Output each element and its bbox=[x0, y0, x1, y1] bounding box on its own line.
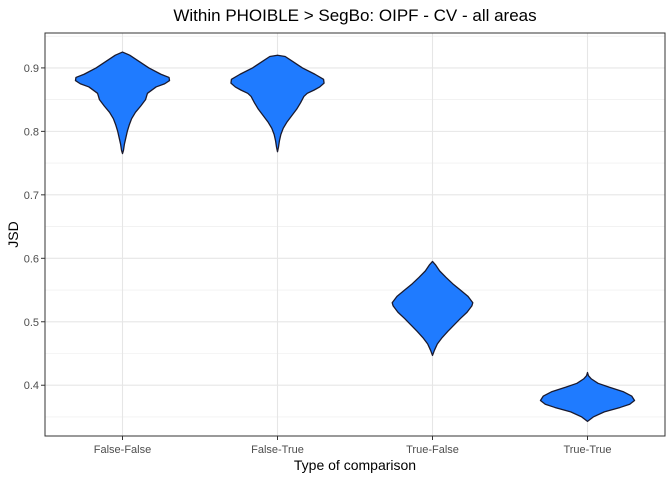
y-tick-label: 0.6 bbox=[24, 253, 39, 265]
y-tick-label: 0.5 bbox=[24, 317, 39, 329]
x-tick-label: False-False bbox=[94, 444, 151, 456]
x-tick-label: True-True bbox=[563, 444, 611, 456]
y-axis-title: JSD bbox=[5, 221, 21, 247]
violin-true-true bbox=[539, 371, 636, 423]
violin-false-true bbox=[230, 54, 325, 153]
major-gridlines bbox=[45, 33, 665, 436]
y-axis-ticks: 0.4 0.5 0.6 0.7 0.8 0.9 bbox=[24, 63, 45, 392]
x-axis-ticks: False-False False-True True-False True-True bbox=[94, 436, 612, 456]
chart-title: Within PHOIBLE > SegBo: OIPF - CV - all … bbox=[173, 6, 536, 25]
minor-gridlines bbox=[45, 35, 665, 418]
y-tick-label: 0.7 bbox=[24, 190, 39, 202]
y-tick-label: 0.8 bbox=[24, 126, 39, 138]
x-tick-label: True-False bbox=[406, 444, 459, 456]
plot-panel-border bbox=[44, 32, 666, 437]
violin-series bbox=[74, 51, 636, 423]
x-axis-title: Type of comparison bbox=[294, 457, 416, 473]
violin-false-false bbox=[74, 51, 171, 155]
x-tick-label: False-True bbox=[251, 444, 304, 456]
y-tick-label: 0.9 bbox=[24, 63, 39, 75]
y-tick-label: 0.4 bbox=[24, 380, 39, 392]
violin-true-false bbox=[391, 260, 474, 357]
